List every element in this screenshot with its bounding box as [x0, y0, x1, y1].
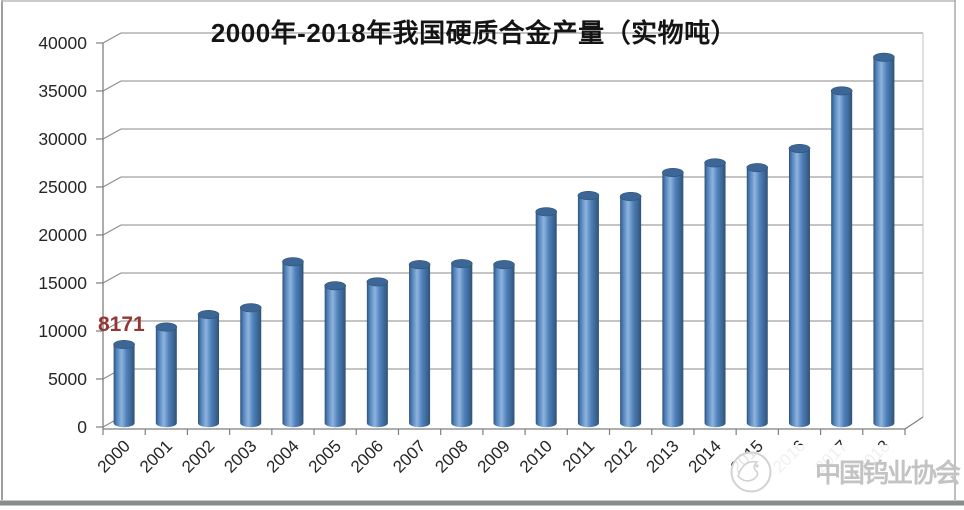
bar-body-2000: [113, 344, 135, 428]
bar-body-2016: [788, 148, 810, 428]
bar-body-2011: [577, 195, 599, 428]
bar-2008: [450, 259, 473, 428]
bar-2003: [239, 303, 262, 428]
bar-body-2003: [240, 307, 262, 428]
bar-top-cap-2003: [239, 303, 262, 313]
x-tick-label-2008: 2008: [431, 436, 471, 476]
bar-2006: [366, 277, 389, 428]
x-tick-label-2013: 2013: [642, 436, 682, 476]
watermark-text: 中国钨业协会: [815, 458, 961, 488]
y-tick-label-35000: 35000: [38, 81, 87, 101]
bar-2012: [619, 191, 642, 428]
tungsten-association-logo-icon: [730, 451, 772, 493]
bar-body-2004: [282, 261, 304, 428]
bar-top-cap-2010: [535, 207, 558, 217]
bar-top-cap-2008: [450, 259, 473, 269]
gridline-elbow-25000: [102, 176, 122, 188]
bar-body-2009: [493, 264, 515, 428]
bar-top-cap-2011: [577, 190, 600, 200]
bar-body-2008: [451, 263, 473, 428]
x-tick-label-2001: 2001: [136, 436, 176, 476]
gridline-elbow-40000: [102, 32, 122, 44]
x-tick-label-2011: 2011: [559, 436, 598, 475]
bar-top-cap-2012: [619, 191, 642, 201]
bar-2017: [830, 86, 853, 428]
first-bar-value-label: 8171: [98, 313, 145, 336]
bar-2004: [282, 257, 304, 428]
bar-body-2010: [535, 211, 557, 428]
x-tick-label-2003: 2003: [220, 436, 260, 476]
bar-top-cap-2007: [408, 260, 431, 270]
bar-top-cap-2016: [788, 143, 811, 153]
x-tick-label-2009: 2009: [474, 436, 514, 476]
bar-top-cap-2006: [366, 277, 389, 287]
gridline-elbow-35000: [102, 80, 122, 92]
bar-top-cap-2009: [493, 260, 515, 270]
bar-2010: [535, 207, 558, 428]
bar-top-cap-2001: [155, 322, 178, 332]
bar-top-cap-2013: [662, 167, 684, 177]
bar-2016: [788, 143, 811, 428]
frame-bottom-band: [0, 500, 964, 506]
y-tick-label-25000: 25000: [38, 177, 87, 197]
bar-2000: [113, 340, 135, 428]
bar-top-cap-2002: [197, 310, 220, 320]
y-tick-label-40000: 40000: [38, 33, 87, 53]
y-tick-label-10000: 10000: [38, 321, 87, 341]
x-tick-label-2006: 2006: [347, 436, 387, 476]
gridline-elbow-30000: [102, 128, 122, 140]
bar-top-cap-2004: [282, 257, 304, 267]
y-tick-label-20000: 20000: [38, 225, 87, 245]
x-tick-label-2014: 2014: [685, 436, 725, 476]
gridline-elbow-15000: [102, 272, 122, 284]
bar-body-2006: [366, 281, 388, 428]
watermark-background: [770, 445, 953, 498]
y-tick-label-5000: 5000: [48, 369, 87, 389]
y-tick-label-30000: 30000: [38, 129, 87, 149]
bar-body-2005: [324, 285, 346, 428]
y-tick-label-0: 0: [77, 417, 87, 437]
bar-top-cap-2018: [873, 52, 895, 62]
bar-2015: [746, 163, 769, 428]
bar-2005: [324, 281, 346, 428]
x-tick-label-2000: 2000: [94, 436, 134, 476]
gridline-elbow-20000: [102, 224, 122, 236]
bar-top-cap-2000: [113, 340, 135, 350]
bar-body-2013: [662, 172, 684, 428]
bar-2014: [704, 158, 726, 428]
x-tick-label-2010: 2010: [516, 436, 556, 476]
x-tick-label-2005: 2005: [305, 436, 345, 476]
x-tick-label-2012: 2012: [600, 436, 640, 476]
bar-2009: [493, 260, 515, 428]
bar-body-2018: [873, 57, 895, 428]
bar-2011: [577, 190, 600, 428]
y-tick-label-15000: 15000: [38, 273, 87, 293]
gridline-elbow-10000: [102, 320, 122, 332]
bar-body-2002: [198, 314, 220, 428]
bar-2002: [197, 310, 220, 428]
x-tick-label-2004: 2004: [263, 436, 303, 476]
floor-right-edge: [904, 416, 924, 430]
x-tick-label-2007: 2007: [389, 436, 429, 476]
bar-top-cap-2005: [324, 281, 346, 291]
x-tick-label-2002: 2002: [178, 436, 218, 476]
bar-top-cap-2015: [746, 163, 769, 173]
bar-2001: [155, 322, 178, 428]
bar-body-2014: [704, 162, 726, 428]
bar-top-cap-2014: [704, 158, 726, 168]
bar-body-2012: [620, 196, 642, 428]
bar-body-2015: [746, 167, 768, 428]
bar-2018: [873, 52, 895, 428]
bar-top-cap-2017: [830, 86, 853, 96]
bar-body-2001: [155, 327, 177, 428]
bar-body-2007: [409, 264, 431, 428]
bar-body-2017: [831, 90, 853, 428]
bar-2013: [662, 167, 684, 428]
bar-2007: [408, 260, 431, 428]
